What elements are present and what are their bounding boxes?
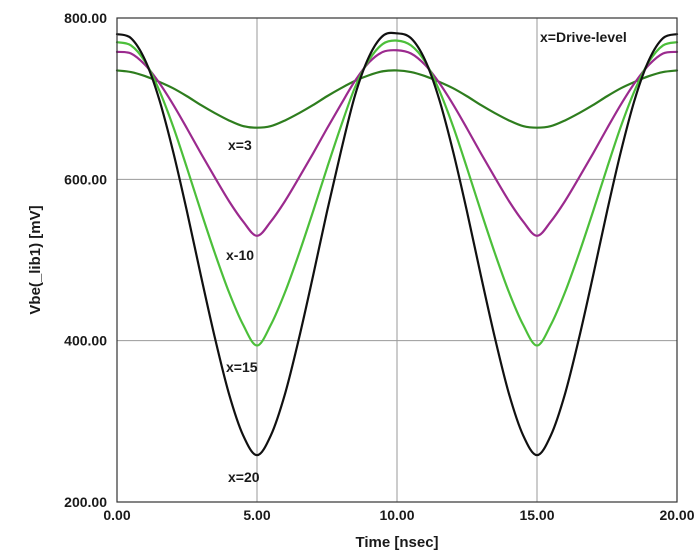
series-line-x-10 — [115, 49, 679, 237]
y-tick-label: 400.00 — [64, 333, 107, 349]
plot-frame — [116, 17, 678, 503]
series-line-x-20 — [115, 31, 679, 457]
x-tick-label: 10.00 — [379, 507, 414, 523]
x-tick-label: 0.00 — [103, 507, 130, 523]
x-tick-labels: 0.00 5.00 10.00 15.00 20.00 — [103, 507, 694, 523]
x-tick-label: 15.00 — [519, 507, 554, 523]
grid — [117, 18, 677, 502]
y-tick-label: 800.00 — [64, 10, 107, 26]
label-x15: x=15 — [226, 359, 258, 375]
y-axis-title: Vbe(_lib1) [mV] — [27, 205, 44, 314]
y-tick-label: 600.00 — [64, 171, 107, 187]
x-tick-label: 20.00 — [659, 507, 694, 523]
drive-level-note: x=Drive-level — [540, 29, 627, 45]
label-x20: x=20 — [228, 469, 260, 485]
series-line-x-3 — [115, 69, 679, 129]
label-x10: x-10 — [226, 247, 254, 263]
curves — [115, 31, 679, 457]
x-axis-title: Time [nsec] — [355, 534, 438, 551]
x-tick-label: 5.00 — [243, 507, 270, 523]
label-x3: x=3 — [228, 137, 252, 153]
series-line-x-15 — [115, 39, 679, 347]
y-tick-label: 200.00 — [64, 494, 107, 510]
y-tick-labels: 200.00 400.00 600.00 800.00 — [64, 10, 107, 510]
